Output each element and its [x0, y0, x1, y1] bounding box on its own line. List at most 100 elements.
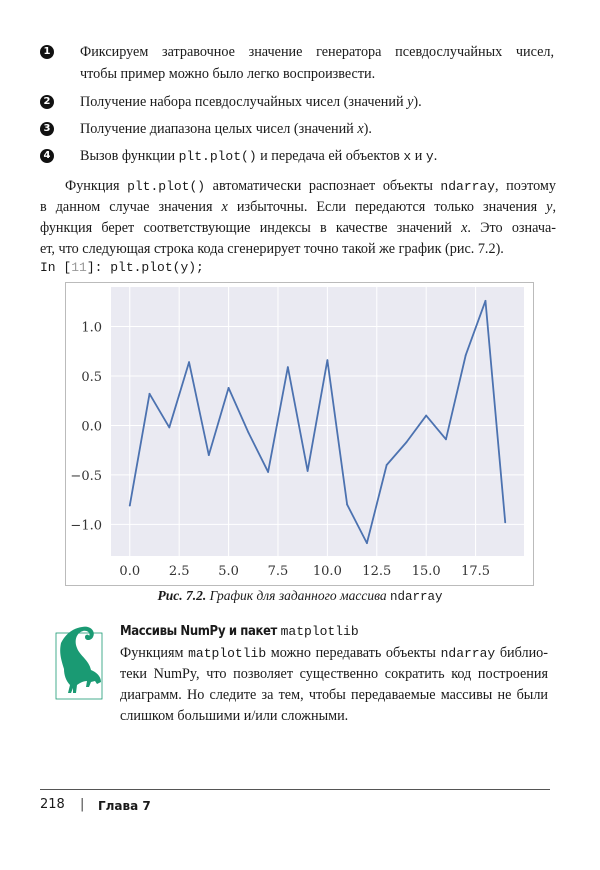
x-tick-label: 5.0 — [218, 564, 239, 579]
text-segment: , поэтому — [495, 178, 557, 194]
text-segment: . Это означа- — [467, 220, 556, 236]
y-tick-label: 0.0 — [81, 419, 102, 434]
text-line: Функция plt.plot() автоматически распозн… — [65, 177, 556, 196]
data-point — [405, 441, 408, 444]
data-point — [366, 542, 368, 545]
text-segment: x — [221, 199, 228, 215]
text-segment: можно передавать объекты — [266, 645, 441, 661]
note-heading: Массивы NumPy и пакет matplotlib — [120, 623, 359, 640]
text-segment: избыточны. Если передаются только значен… — [227, 199, 547, 215]
data-point — [445, 438, 447, 441]
data-point — [168, 426, 171, 429]
text-segment: и — [411, 148, 426, 164]
inline-code: y — [425, 149, 434, 164]
x-tick-label: 17.5 — [461, 564, 490, 579]
text-segment: . — [433, 148, 438, 164]
note-heading-text: Массивы NumPy и пакет — [120, 624, 281, 639]
caption-code: ndarray — [389, 590, 443, 604]
text-segment: Получение диапазона целых чисел (значени… — [80, 121, 358, 137]
inline-code: plt.plot() — [178, 149, 257, 164]
data-point — [128, 504, 131, 507]
code: ]: plt.plot(y); — [86, 260, 204, 275]
text-line: теки NumPy, что позволяет существенно со… — [120, 665, 548, 683]
text-segment: Функциям — [120, 645, 189, 661]
text-segment: y — [546, 199, 553, 215]
text-line: функция берет соответствующие индексы в … — [40, 219, 556, 237]
cell-number: 11 — [71, 260, 87, 275]
y-tick-label: −1.0 — [70, 518, 102, 533]
footer-separator: | — [80, 797, 85, 812]
caption-label: Рис. 7.2. — [157, 588, 207, 603]
line-chart: 0.0 2.5 5.0 7.5 10.0 12.5 15.0 17.5 −1.0 −0.5 0.0 0… — [65, 282, 534, 586]
text-segment: Вызов функции — [80, 148, 179, 164]
text-line: Функциям matplotlib можно передавать объ… — [120, 644, 548, 663]
data-point — [306, 470, 309, 472]
text-segment: ). — [413, 94, 422, 110]
footer-rule — [40, 789, 550, 790]
text-segment: функция берет соответствующие индексы в … — [40, 220, 462, 236]
plot-area — [111, 287, 524, 556]
x-tick-label: 2.5 — [169, 564, 190, 579]
data-point — [346, 503, 349, 506]
data-point — [227, 386, 230, 389]
data-point — [207, 454, 210, 457]
inline-code: matplotlib — [188, 646, 267, 661]
text-segment: и передача ей объектов — [256, 148, 404, 164]
text-segment: y — [407, 94, 414, 110]
data-point — [188, 361, 190, 364]
data-point — [148, 392, 151, 395]
text-segment: библио- — [495, 645, 548, 661]
caption-text: График для заданного массива — [206, 588, 390, 603]
number-marker: 2 — [40, 95, 54, 109]
x-tick-label: 12.5 — [362, 564, 391, 579]
data-point — [247, 431, 250, 434]
series-line — [128, 299, 507, 545]
text-line: слишком большими и/или сложными. — [120, 707, 348, 725]
text-segment: ет, что следующая строка кода сгенерируе… — [40, 241, 504, 257]
note-heading-code: matplotlib — [280, 624, 359, 639]
number-marker: 3 — [40, 122, 54, 136]
number-marker: 1 — [40, 45, 54, 59]
data-point — [286, 366, 289, 369]
text-segment: ). — [363, 121, 372, 137]
text-segment: x — [357, 121, 364, 137]
x-tick-label: 15.0 — [412, 564, 441, 579]
text-segment: Фиксируем затравочное значение генератор… — [80, 44, 554, 60]
inline-code: ndarray — [440, 646, 496, 661]
text-segment: диаграмм. Но следите за тем, чтобы перед… — [120, 687, 548, 703]
text-segment: в данном случае значения — [40, 199, 222, 215]
y-tick-label: 0.5 — [81, 370, 102, 385]
x-tick-label: 0.0 — [119, 564, 140, 579]
x-tick-label: 10.0 — [313, 564, 342, 579]
data-point — [464, 354, 467, 357]
text-line: чтобы пример можно было легко воспроизве… — [80, 65, 375, 83]
text-segment: Получение набора псевдослучайных чисел (… — [80, 94, 408, 110]
y-tick-label: −0.5 — [70, 469, 102, 484]
data-point — [326, 359, 329, 362]
text-segment: теки NumPy, что позволяет существенно со… — [120, 666, 548, 682]
chapter-label: Глава 7 — [98, 799, 151, 813]
text-line: диаграмм. Но следите за тем, чтобы перед… — [120, 686, 548, 704]
text-line: Получение набора псевдослучайных чисел (… — [80, 93, 422, 111]
text-line: Получение диапазона целых чисел (значени… — [80, 120, 372, 138]
inline-code: plt.plot() — [127, 179, 206, 194]
text-segment: чтобы пример можно было легко воспроизве… — [80, 66, 376, 82]
inline-code: ndarray — [440, 179, 496, 194]
text-segment: x — [461, 220, 468, 236]
text-line: ет, что следующая строка кода сгенерируе… — [40, 240, 504, 258]
figure-caption: Рис. 7.2. График для заданного массива n… — [0, 587, 600, 606]
page-number: 218 — [40, 797, 65, 812]
text-line: Фиксируем затравочное значение генератор… — [80, 43, 554, 61]
text-line: в данном случае значения x избыточны. Ес… — [40, 198, 556, 216]
data-point — [385, 464, 388, 466]
y-tick-label: 1.0 — [81, 321, 102, 336]
text-segment: Функция — [65, 178, 128, 194]
prompt: In [ — [40, 260, 72, 275]
data-point — [484, 299, 487, 302]
inline-code: x — [403, 149, 412, 164]
data-point — [504, 521, 507, 524]
text-line: Вызов функции plt.plot() и передача ей о… — [80, 147, 437, 166]
number-marker: 4 — [40, 149, 54, 163]
data-point — [425, 414, 428, 417]
